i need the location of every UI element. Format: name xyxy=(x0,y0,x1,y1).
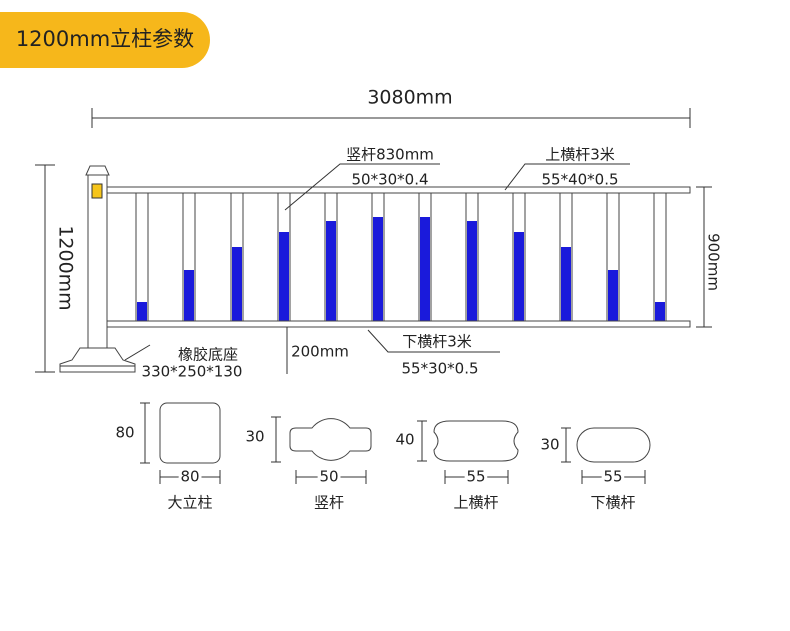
vertical-bar xyxy=(135,192,149,322)
dim-length: 3080mm xyxy=(367,87,452,109)
bar-fill xyxy=(373,217,383,321)
dim-fence: 900mm xyxy=(705,233,723,291)
label: 竖杆830mm xyxy=(346,146,434,164)
label: 橡胶底座 xyxy=(178,346,238,364)
section-width: 55 xyxy=(603,468,622,486)
section-name: 大立柱 xyxy=(167,494,212,512)
label: 55*40*0.5 xyxy=(541,171,618,189)
bar-fill xyxy=(655,302,665,321)
section-width: 80 xyxy=(180,468,199,486)
label: 下横杆3米 xyxy=(402,333,472,351)
header-title: 1200mm立柱参数 xyxy=(16,27,194,51)
fence xyxy=(35,108,712,374)
bar-fill xyxy=(608,270,618,321)
bar-fill xyxy=(279,232,289,321)
bar-fill xyxy=(514,232,524,321)
bar-fill xyxy=(232,247,242,321)
label: 55*30*0.5 xyxy=(401,360,478,378)
bar-fill xyxy=(137,302,147,321)
section-height: 30 xyxy=(245,428,264,446)
section-height: 40 xyxy=(395,431,414,449)
section-height: 30 xyxy=(540,436,559,454)
header-bg xyxy=(0,12,210,68)
section-name: 上横杆 xyxy=(453,494,498,512)
label: 330*250*130 xyxy=(142,363,243,381)
bar-fill xyxy=(467,221,477,321)
section-width: 50 xyxy=(319,468,338,486)
bar-fill xyxy=(561,247,571,321)
dim-post: 1200mm xyxy=(55,225,77,310)
label: 50*30*0.4 xyxy=(351,171,428,189)
bar-fill xyxy=(326,221,336,321)
label: 上横杆3米 xyxy=(545,146,615,164)
dim-gap: 200mm xyxy=(291,343,349,361)
section-height: 80 xyxy=(115,424,134,442)
vertical-bar xyxy=(653,192,667,322)
section-name: 下横杆 xyxy=(590,494,635,512)
bar-fill xyxy=(184,270,194,321)
bar-fill xyxy=(420,217,430,321)
section-name: 竖杆 xyxy=(314,494,344,512)
sections xyxy=(140,402,651,484)
section-width: 55 xyxy=(466,468,485,486)
